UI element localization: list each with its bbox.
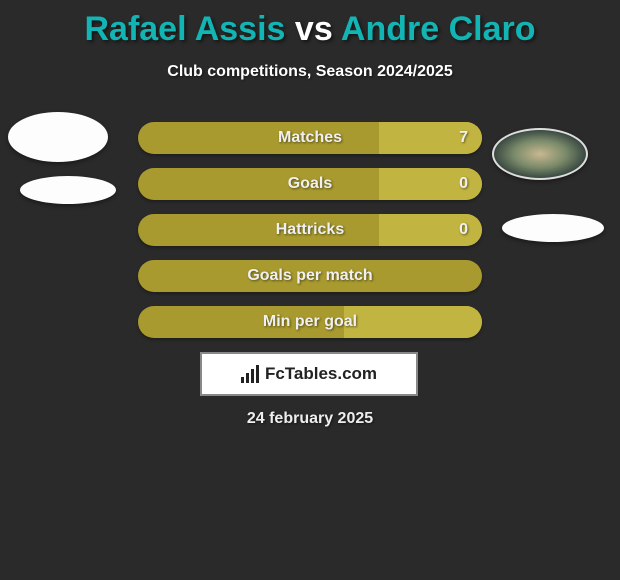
stat-row: Hattricks0 [138, 214, 482, 246]
stat-label: Goals [138, 175, 482, 193]
stat-label: Goals per match [138, 267, 482, 285]
player2-oval [502, 214, 604, 242]
stat-label: Matches [138, 129, 482, 147]
brand-chart-icon [241, 365, 261, 383]
stat-value: 0 [459, 221, 468, 239]
date-text: 24 february 2025 [0, 410, 620, 428]
player1-avatar [8, 112, 108, 162]
stat-label: Min per goal [138, 313, 482, 331]
stat-row: Matches7 [138, 122, 482, 154]
stat-value: 7 [459, 129, 468, 147]
vs-text: vs [295, 10, 333, 48]
stats-container: Matches7Goals0Hattricks0Goals per matchM… [138, 122, 482, 352]
brand-box: FcTables.com [200, 352, 418, 396]
stat-label: Hattricks [138, 221, 482, 239]
stat-row: Min per goal [138, 306, 482, 338]
brand-text: FcTables.com [265, 364, 377, 384]
stat-value: 0 [459, 175, 468, 193]
subtitle: Club competitions, Season 2024/2025 [0, 63, 620, 81]
player1-name: Rafael Assis [84, 10, 285, 48]
player1-oval [20, 176, 116, 204]
player2-avatar [492, 128, 588, 180]
stat-row: Goals0 [138, 168, 482, 200]
player2-name: Andre Claro [341, 10, 536, 48]
comparison-title: Rafael Assis vs Andre Claro [0, 0, 620, 49]
stat-row: Goals per match [138, 260, 482, 292]
